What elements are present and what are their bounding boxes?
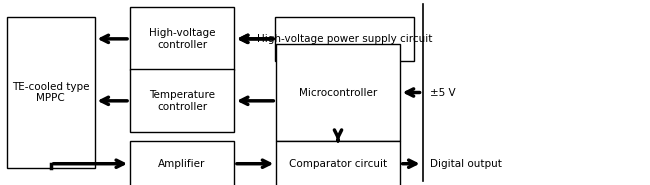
Text: High-voltage
controller: High-voltage controller [149,28,215,50]
Bar [274,17,415,61]
Text: High-voltage power supply circuit: High-voltage power supply circuit [257,34,432,44]
Text: Comparator circuit: Comparator circuit [289,159,387,169]
Text: Amplifier: Amplifier [159,159,205,169]
Text: Digital output: Digital output [430,159,502,169]
Text: TE-cooled type
MPPC: TE-cooled type MPPC [12,82,90,103]
Text: Microcontroller: Microcontroller [299,88,377,97]
Bar [130,69,234,132]
Bar [130,7,234,70]
Text: ±5 V: ±5 V [430,88,456,97]
Bar [276,141,400,185]
Bar [6,17,95,168]
Text: Temperature
controller: Temperature controller [149,90,215,112]
Bar [276,44,400,141]
Bar [130,141,234,185]
